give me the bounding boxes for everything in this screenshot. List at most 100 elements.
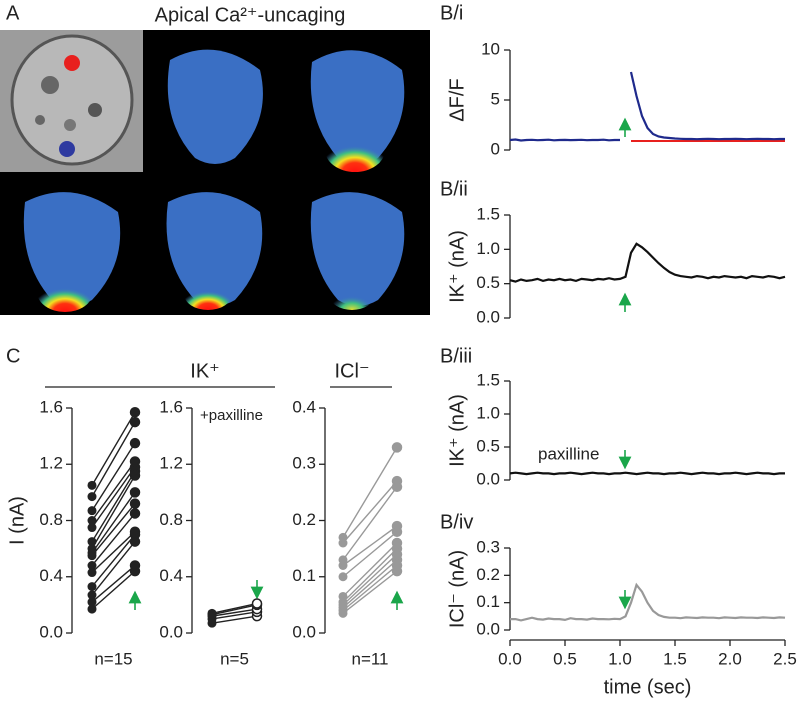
pair-line <box>342 564 398 612</box>
y-tick-label: 0.2 <box>292 510 316 529</box>
y-axis-label: IK⁺ (nA) <box>446 230 468 303</box>
dot-before <box>87 537 97 547</box>
dot-after <box>129 456 141 467</box>
dot-before <box>338 572 348 582</box>
dot-before <box>87 604 97 614</box>
y-tick-label: 0.8 <box>39 510 63 529</box>
dot-after <box>129 526 141 537</box>
y-tick-label: 0.1 <box>476 592 500 611</box>
pair-line <box>342 559 398 609</box>
dot-after <box>129 437 141 449</box>
pair-line <box>91 570 136 610</box>
y-tick-label: 0.8 <box>159 510 183 529</box>
y-tick-label: 0.1 <box>292 566 316 585</box>
dot-before <box>338 532 348 542</box>
dot-before <box>87 523 97 533</box>
dot-before <box>87 480 97 490</box>
y-axis-label: ΔF/F <box>446 78 468 121</box>
dot-after <box>129 487 141 498</box>
pair-line <box>91 513 136 566</box>
y-tick-label: 0.5 <box>476 273 500 292</box>
pair-line <box>91 534 136 588</box>
y-tick-label: 0.0 <box>39 622 63 641</box>
pair-line <box>91 564 136 603</box>
pair-line <box>211 604 258 616</box>
y-tick-label: 0.0 <box>476 307 500 326</box>
y-axis-label: I (nA) <box>6 496 28 545</box>
pair-line <box>91 470 136 542</box>
y-tick-label: 0 <box>491 139 500 158</box>
y-tick-label: 5 <box>491 89 500 108</box>
dot-after <box>129 498 141 509</box>
trace <box>510 582 786 622</box>
pair-line <box>91 466 136 528</box>
y-tick-label: 1.5 <box>476 204 500 223</box>
panel-label: C <box>6 345 20 367</box>
dot-before <box>338 591 348 601</box>
y-axis-label: ICl⁻ (nA) <box>446 550 468 628</box>
pair-line <box>342 553 398 606</box>
note: +paxilline <box>200 407 263 424</box>
dot-before <box>87 492 97 502</box>
pair-line <box>342 542 398 597</box>
group-label: ICl⁻ <box>335 360 370 382</box>
dot-after <box>129 508 141 519</box>
trace <box>509 242 786 283</box>
dot-before <box>87 506 97 516</box>
dot-after <box>391 537 403 549</box>
panel-title: Apical Ca²⁺-uncaging <box>155 4 346 26</box>
x-tick-label: 0.5 <box>553 649 577 668</box>
pair-line <box>91 503 136 557</box>
x-tick-label: 2.5 <box>773 649 797 668</box>
x-tick-label: 1.0 <box>608 649 632 668</box>
group-label: IK⁺ <box>190 360 219 382</box>
pair-line <box>342 570 398 614</box>
dot-after <box>391 475 403 487</box>
annotation: paxilline <box>538 444 599 463</box>
trace <box>509 71 785 142</box>
y-tick-label: 1.5 <box>476 370 500 389</box>
pair-line <box>91 442 136 512</box>
y-tick-label: 0.0 <box>476 469 500 488</box>
x-axis-label: time (sec) <box>604 676 692 698</box>
dot-before <box>87 590 97 600</box>
trace <box>509 471 785 476</box>
y-tick-label: 1.2 <box>159 454 183 473</box>
x-tick-label: 0.0 <box>498 649 522 668</box>
dot-before <box>87 516 97 525</box>
pair-line <box>342 447 398 538</box>
dot-after <box>391 442 403 453</box>
pair-line <box>342 480 398 544</box>
y-axis-label: IK⁺ (nA) <box>446 394 468 467</box>
y-tick-label: 1.0 <box>476 403 500 422</box>
panel-label: A <box>6 2 20 24</box>
y-tick-label: 1.6 <box>159 397 183 416</box>
pair-line <box>342 548 398 603</box>
pair-line <box>91 491 136 554</box>
dot-after <box>251 598 263 609</box>
y-tick-label: 0.0 <box>476 619 500 638</box>
panel-label: B/iv <box>440 511 473 533</box>
y-tick-label: 0.3 <box>292 454 316 473</box>
dot-before <box>87 561 97 570</box>
dot-after <box>129 416 141 428</box>
dot-before <box>207 608 217 618</box>
panel-label: B/i <box>440 2 463 24</box>
y-tick-label: 0.4 <box>159 566 183 585</box>
y-tick-label: 0.3 <box>476 537 500 556</box>
y-tick-label: 1.0 <box>476 239 500 258</box>
pair-line <box>91 411 136 486</box>
n-label: n=5 <box>220 649 249 668</box>
pair-line <box>342 525 398 567</box>
y-tick-label: 0.4 <box>292 397 316 416</box>
dot-after <box>129 560 141 571</box>
dot-after <box>391 520 403 532</box>
y-tick-label: 0.5 <box>476 436 500 455</box>
pair-line <box>91 531 136 574</box>
panel-label: B/ii <box>440 178 468 200</box>
pair-line <box>342 531 398 578</box>
x-tick-label: 2.0 <box>718 649 742 668</box>
image-grid <box>0 30 430 315</box>
y-tick-label: 0.0 <box>159 622 183 641</box>
